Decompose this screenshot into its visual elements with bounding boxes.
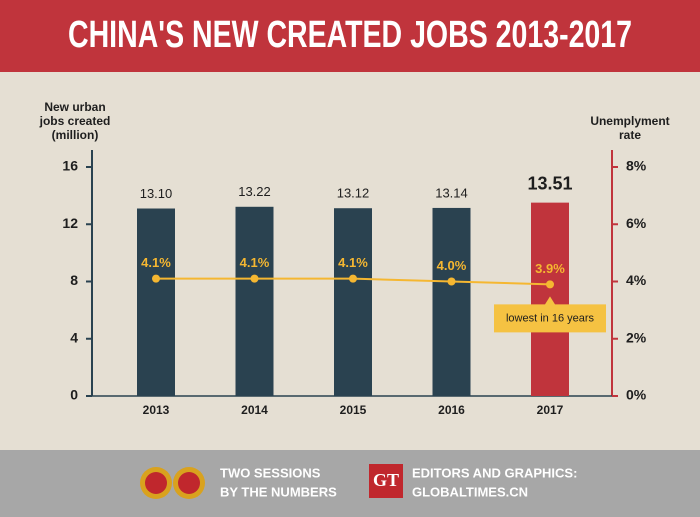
x-tick-label: 2017 [537,403,564,417]
footer-text: GLOBALTIMES.CN [412,484,528,499]
line-value-label: 4.1% [141,255,171,270]
y-tick-label: 0 [70,387,78,403]
emblem [145,472,167,494]
bar-value-label: 13.12 [337,186,370,201]
y2-axis-title: Unemplyment [590,114,669,128]
y-tick-label: 8 [70,272,78,288]
bar-value-label: 13.10 [140,186,173,201]
footer-band [0,450,700,517]
annotation-box [494,296,606,333]
logo-box [369,464,403,498]
line-value-label: 4.0% [437,258,467,273]
line-point [349,274,357,283]
footer-text: EDITORS AND GRAPHICS: [412,465,577,480]
x-tick-label: 2015 [340,403,367,417]
y-axis-title: (million) [52,128,99,142]
chart-title: CHINA'S NEW CREATED JOBS 2013-2017 [68,14,632,56]
y2-tick-label: 8% [626,158,647,174]
bar-value-label: 13.22 [238,184,271,199]
y-tick-label: 16 [62,158,78,174]
x-tick-label: 2013 [143,403,170,417]
line-value-label: 4.1% [240,255,270,270]
line-point [152,274,160,283]
bar [235,206,274,396]
x-tick-label: 2014 [241,403,268,417]
footer-text: BY THE NUMBERS [220,484,337,499]
bar [334,208,372,396]
bar-value-label: 13.51 [527,173,572,193]
title-banner [0,0,700,72]
line-value-label: 4.1% [338,255,368,270]
y-tick-label: 12 [62,215,78,231]
y2-tick-label: 0% [626,387,647,403]
line-point [447,277,456,286]
footer-text: TWO SESSIONS [220,465,321,480]
line-point [546,280,554,289]
bar [432,207,471,396]
y-tick-label: 4 [70,329,78,345]
y2-tick-label: 2% [626,329,647,345]
annotation: lowest in 16 years [506,312,595,324]
y2-axis-title: rate [619,128,641,142]
line-point [250,274,259,283]
logo: GT [373,470,399,490]
y2-tick-label: 6% [626,215,647,231]
emblem [178,472,200,494]
bar [137,208,175,396]
x-tick-label: 2016 [438,403,465,417]
y-axis-title: New urban [44,100,105,114]
line-value-label: 3.9% [535,261,565,276]
y2-tick-label: 4% [626,272,647,288]
bar-value-label: 13.14 [435,185,468,200]
y-axis-title: jobs created [39,114,111,128]
